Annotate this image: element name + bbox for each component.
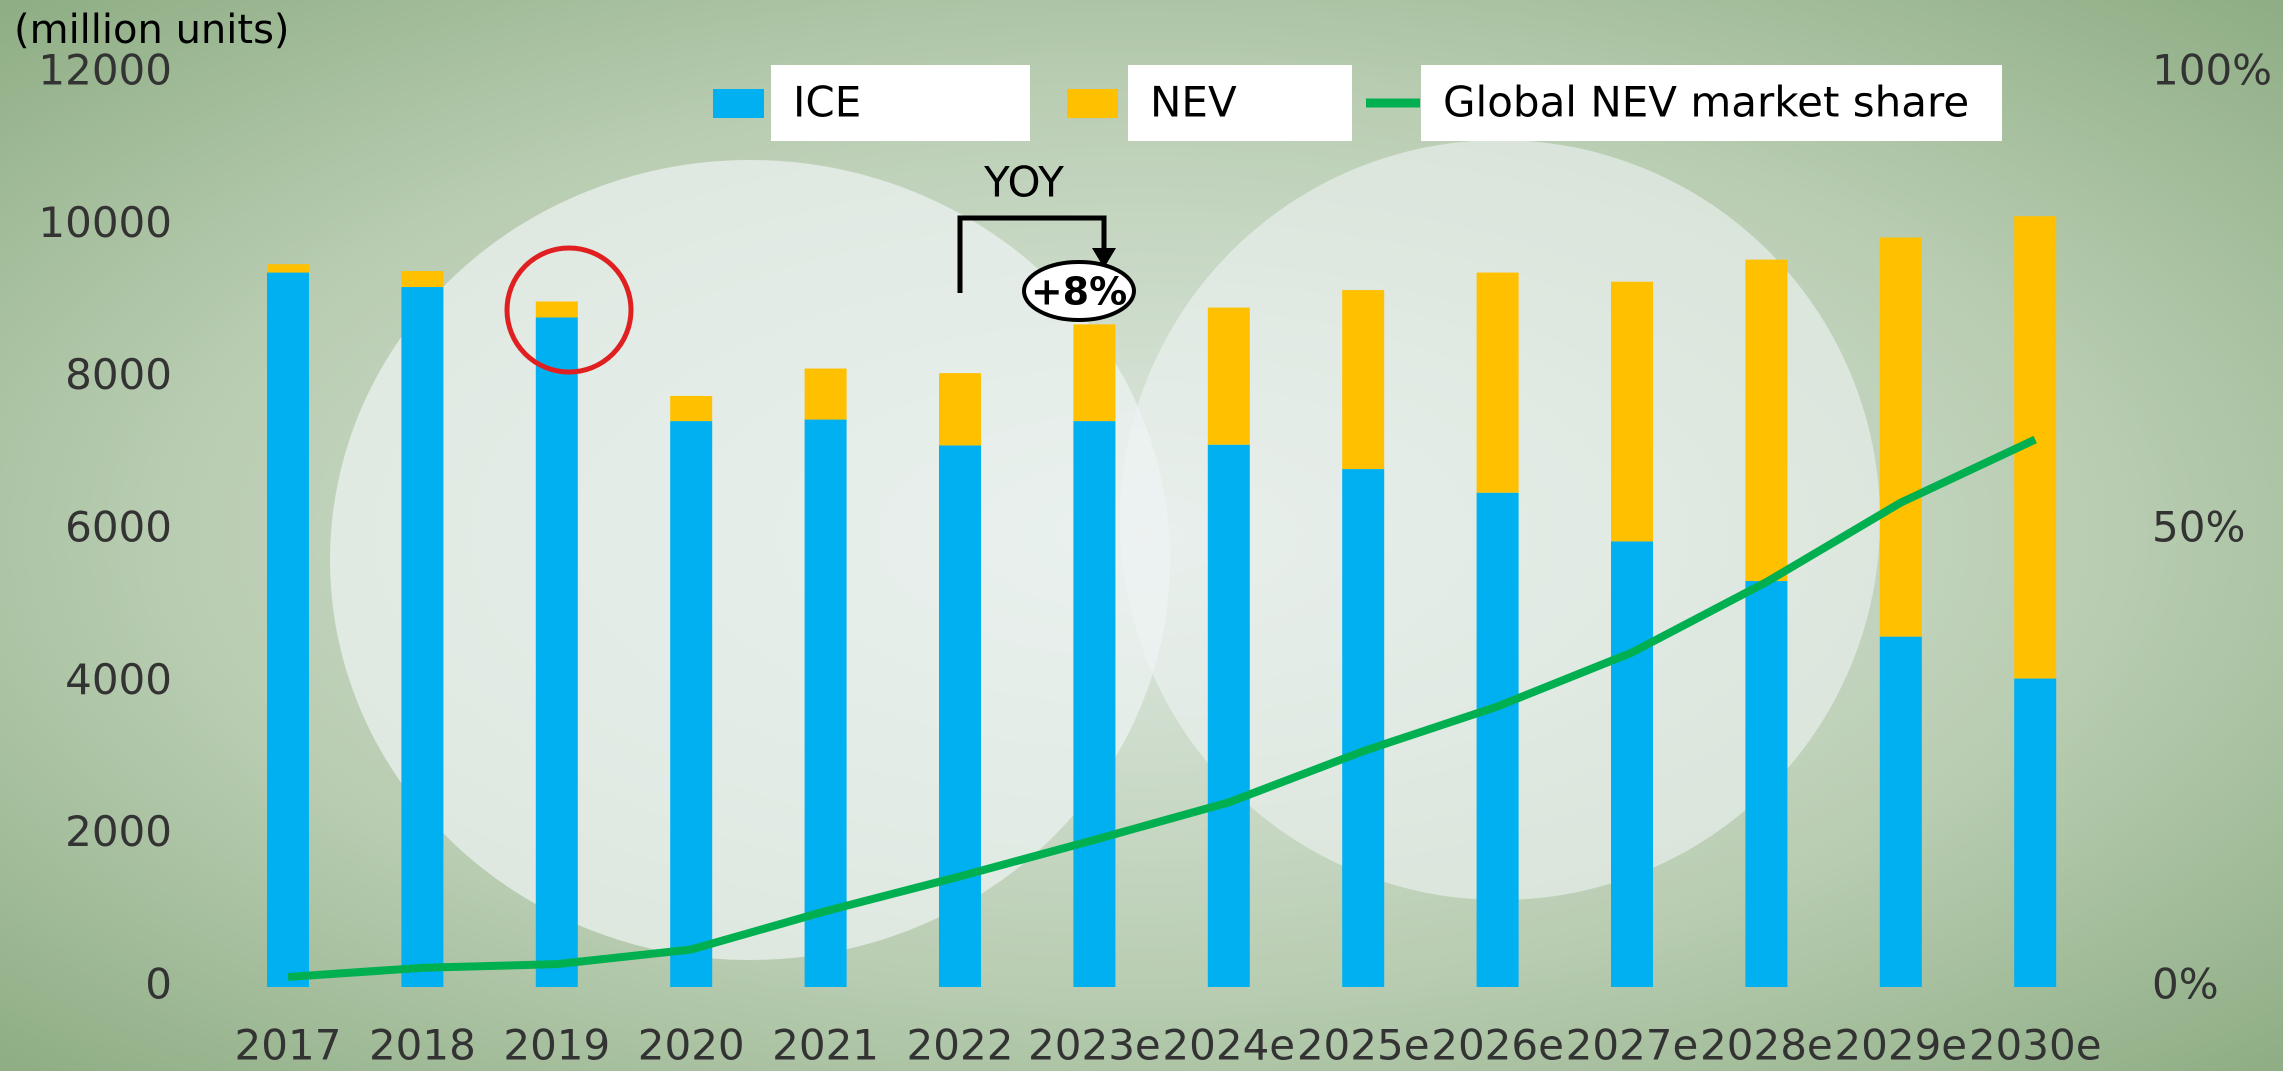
bar (939, 445, 981, 988)
bar (1745, 259, 1788, 582)
bar (535, 301, 578, 318)
bar (535, 317, 578, 987)
y-tick-label: 2000 (65, 807, 172, 856)
x-tick-label: 2018 (369, 1021, 476, 1070)
bar (670, 421, 713, 987)
legend-swatch (1067, 89, 1118, 118)
yoy-bracket (957, 215, 1107, 293)
bar (1611, 281, 1653, 542)
x-tick-label: 2028e (1700, 1021, 1833, 1070)
line (287, 435, 2037, 981)
bar (804, 368, 847, 420)
x-tick-label: 2019 (503, 1021, 610, 1070)
legend-swatch (713, 89, 764, 118)
bar (267, 272, 309, 988)
y2-tick-label: 50% (2152, 503, 2245, 552)
bar (1879, 237, 1922, 637)
legend-label: ICE (793, 78, 861, 127)
bar (1207, 444, 1250, 987)
x-tick-label: 2029e (1834, 1021, 1967, 1070)
x-tick-label: 2027e (1566, 1021, 1699, 1070)
x-tick-label: 2023e (1028, 1021, 1161, 1070)
bar (1073, 324, 1116, 422)
x-tick-label: 2022 (907, 1021, 1014, 1070)
y-tick-label: 0 (145, 960, 172, 1009)
bar (401, 287, 444, 987)
bar (1745, 581, 1788, 987)
bar (2014, 678, 2057, 987)
bar (267, 264, 309, 273)
x-tick-label: 2026e (1431, 1021, 1564, 1070)
bar (804, 419, 847, 987)
bar (1342, 290, 1385, 470)
legend-box (1421, 65, 2002, 141)
y-tick-label: 6000 (65, 503, 172, 552)
arrow-head (1092, 248, 1116, 268)
y-axis-label: (million units) (14, 7, 290, 53)
legend-label: NEV (1150, 78, 1237, 127)
annotation: YOY (983, 158, 1064, 207)
bar (401, 271, 444, 288)
y2-tick-label: 100% (2152, 46, 2272, 95)
legend-box (1128, 65, 1352, 141)
bar (939, 373, 981, 446)
bar (1476, 492, 1519, 987)
bar (670, 395, 713, 422)
annotation-ellipse (1022, 260, 1136, 322)
bar (1207, 307, 1250, 445)
annotation: +8% (1031, 270, 1127, 314)
bar (1073, 421, 1116, 987)
bar (1879, 636, 1922, 987)
bar (1342, 469, 1385, 988)
x-tick-label: 2030e (1969, 1021, 2102, 1070)
x-tick-label: 2021 (772, 1021, 879, 1070)
x-tick-label: 2025e (1297, 1021, 1430, 1070)
x-tick-label: 2017 (235, 1021, 342, 1070)
x-tick-label: 2024e (1162, 1021, 1295, 1070)
bar (1611, 541, 1653, 987)
x-tick-label: 2020 (638, 1021, 745, 1070)
y-tick-label: 12000 (38, 46, 172, 95)
legend-box (771, 65, 1030, 141)
y-tick-label: 4000 (65, 655, 172, 704)
y-tick-label: 10000 (38, 198, 172, 247)
y-tick-label: 8000 (65, 350, 172, 399)
bar (1476, 272, 1519, 493)
highlight-circle (504, 245, 634, 375)
legend-label: Global NEV market share (1443, 78, 1969, 127)
y2-tick-label: 0% (2152, 960, 2219, 1009)
